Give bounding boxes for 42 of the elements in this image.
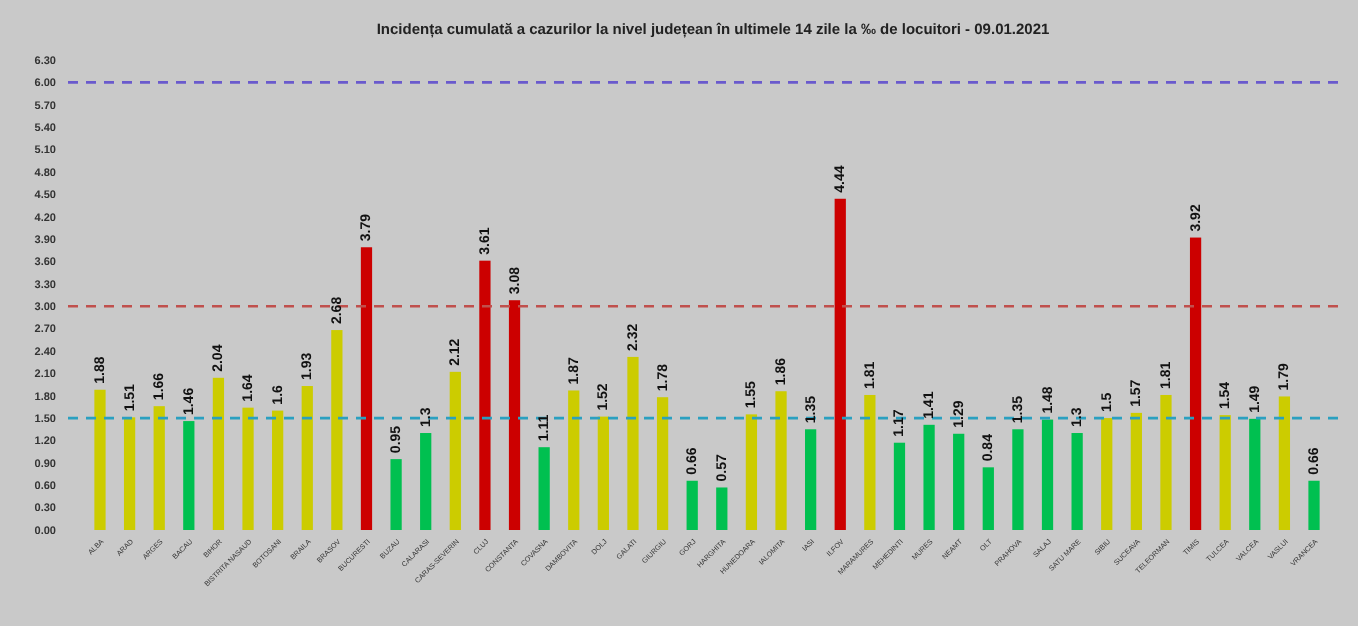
bar: [627, 356, 639, 530]
bar: [686, 480, 698, 530]
bar: [982, 467, 994, 530]
bar: [656, 397, 669, 530]
bar: [360, 247, 373, 530]
bar: [449, 371, 461, 530]
bar: [420, 433, 432, 530]
bar: [538, 447, 550, 530]
bar: [864, 394, 876, 530]
bar: [94, 389, 106, 530]
bar: [834, 198, 846, 530]
bar: [1160, 394, 1172, 530]
bar: [1189, 237, 1202, 530]
bar: [1130, 412, 1142, 530]
bar: [775, 391, 787, 530]
bar: [923, 424, 935, 530]
bar: [479, 260, 491, 530]
bar: [1101, 418, 1113, 530]
bar: [1308, 480, 1320, 530]
bar: [568, 390, 580, 530]
bar: [212, 377, 225, 530]
bar: [390, 459, 402, 530]
bar: [123, 417, 136, 530]
bar: [1219, 415, 1231, 530]
bar: [893, 442, 906, 530]
bar: [272, 410, 284, 530]
bar: [1041, 419, 1054, 530]
bar: [953, 433, 965, 530]
bar: [1249, 418, 1261, 530]
bar: [1278, 396, 1291, 530]
bar: [716, 487, 728, 530]
bar: [183, 421, 195, 530]
bar: [508, 300, 521, 530]
bar: [745, 414, 758, 530]
bar: [805, 429, 817, 530]
bar: [597, 416, 609, 530]
bar: [1071, 433, 1083, 530]
bar: [331, 330, 343, 530]
bar: [301, 386, 313, 530]
bar: [153, 406, 165, 530]
bar: [1012, 429, 1024, 530]
bar: [242, 407, 254, 530]
